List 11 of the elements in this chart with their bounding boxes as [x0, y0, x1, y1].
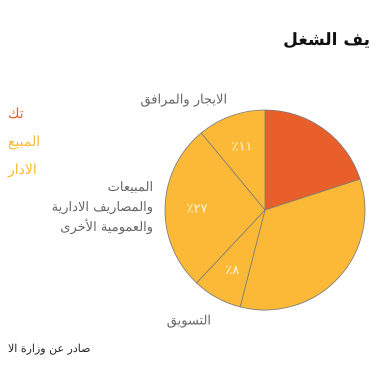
text: المبيع [8, 134, 40, 150]
slice-label: الايجار والمرافق [140, 92, 228, 108]
data-label: ٪١١ [231, 140, 252, 155]
text: صادر عن وزارة الا [8, 342, 90, 355]
text: تك [8, 106, 24, 122]
slice-label: التسويق [166, 313, 212, 328]
chart-title: يف الشغل [283, 30, 370, 50]
slice-label: المبيعات والمصاريف الادارية والعمومية الأخرى [52, 180, 154, 235]
text: الادار [7, 162, 37, 178]
data-label: ٪٨ [225, 263, 240, 278]
data-label: ٪٢٧ [186, 201, 208, 216]
